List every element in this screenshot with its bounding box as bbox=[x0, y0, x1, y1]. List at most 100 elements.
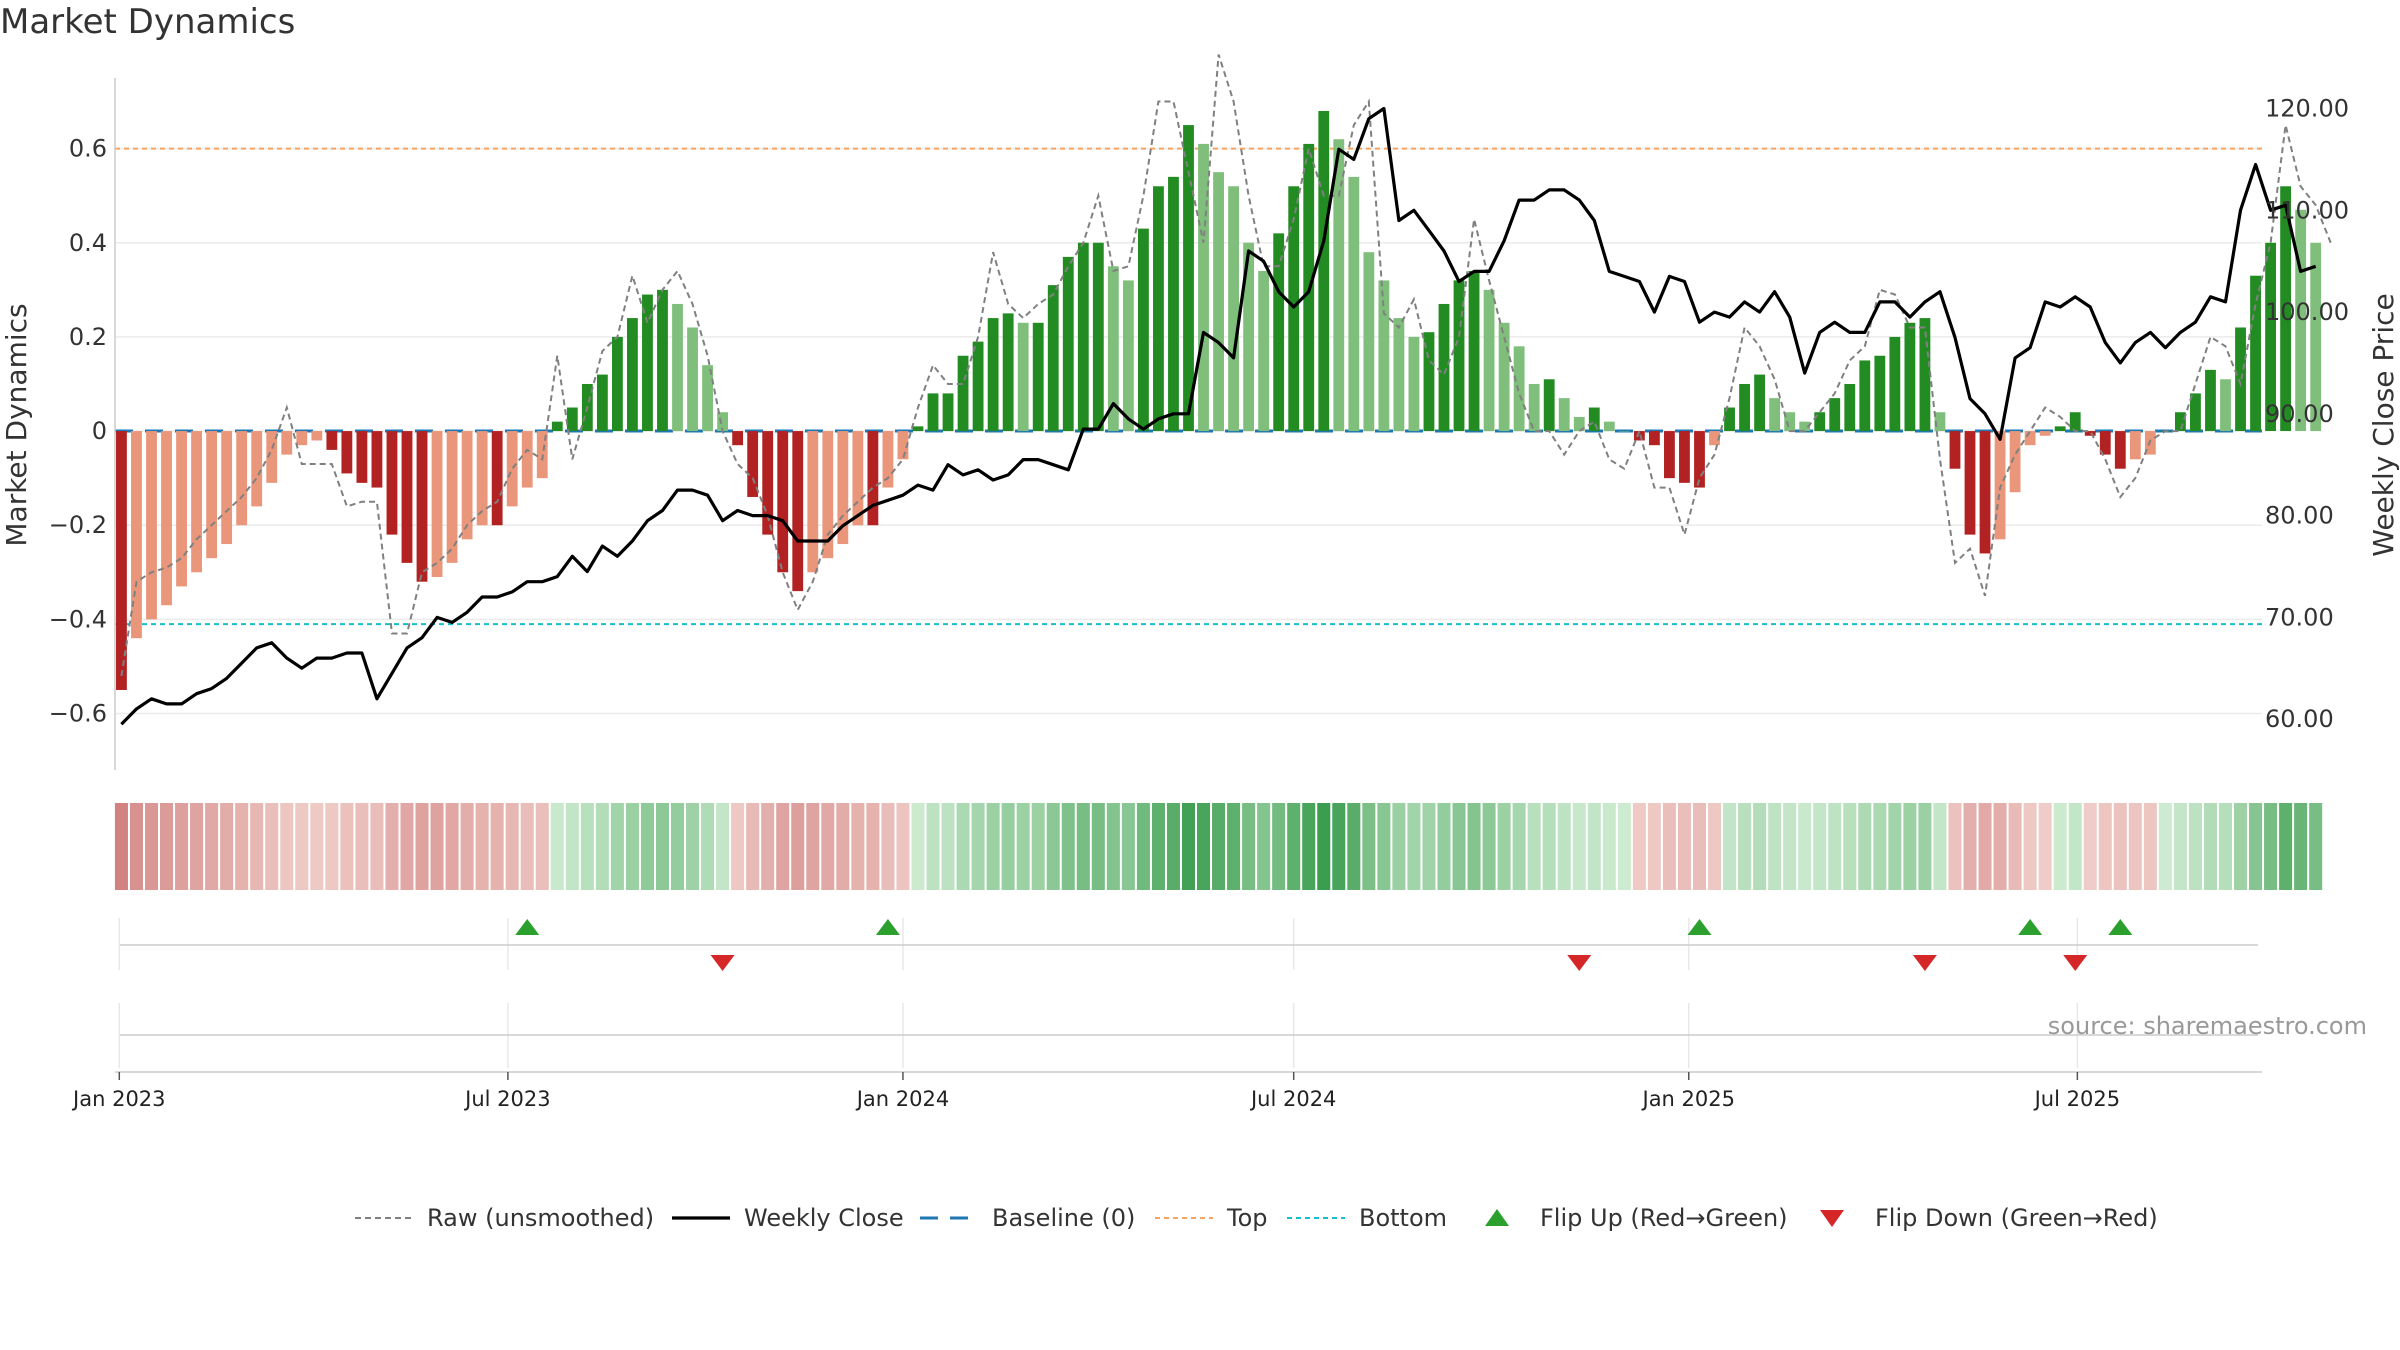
dynamics-bar bbox=[161, 431, 172, 606]
dynamics-bar bbox=[897, 431, 909, 460]
dynamics-bar bbox=[266, 431, 278, 483]
dynamics-bar bbox=[2114, 431, 2126, 469]
legend-swatch bbox=[1820, 1210, 1844, 1227]
heat-cell bbox=[610, 803, 624, 890]
dynamics-bar bbox=[386, 431, 398, 535]
dynamics-bar bbox=[1528, 383, 1540, 432]
dynamics-bar bbox=[2250, 275, 2261, 432]
heat-cell bbox=[580, 803, 594, 890]
legend-swatch bbox=[1485, 1209, 1509, 1226]
heat-cell bbox=[1497, 803, 1511, 890]
dynamics-bar bbox=[717, 412, 729, 432]
dynamics-bar bbox=[1138, 228, 1149, 432]
dynamics-bar bbox=[326, 431, 338, 450]
heat-cell bbox=[295, 803, 309, 890]
dynamics-bar bbox=[2235, 327, 2246, 432]
heat-cell bbox=[220, 803, 234, 890]
heat-cell bbox=[1888, 803, 1902, 890]
heat-cell bbox=[550, 803, 564, 890]
heat-cell bbox=[1287, 803, 1301, 890]
heat-cell bbox=[1587, 803, 1601, 890]
heat-cell bbox=[160, 803, 174, 890]
heat-cell bbox=[1527, 803, 1541, 890]
heat-cell bbox=[385, 803, 399, 890]
dynamics-bar bbox=[1829, 398, 1841, 432]
heat-cell bbox=[956, 803, 970, 890]
dynamics-bar bbox=[927, 393, 939, 432]
dynamics-bar bbox=[1423, 332, 1435, 432]
heat-cell bbox=[1317, 803, 1331, 890]
heat-cell bbox=[129, 803, 143, 890]
dynamics-bar bbox=[1183, 125, 1194, 432]
heat-cell bbox=[205, 803, 219, 890]
heat-cell bbox=[791, 803, 805, 890]
dynamics-bar bbox=[2084, 431, 2096, 436]
dynamics-bar bbox=[1694, 431, 1705, 488]
dynamics-bar bbox=[2069, 412, 2081, 432]
y2-tick-label: 100.00 bbox=[2265, 298, 2349, 326]
legend-label: Raw (unsmoothed) bbox=[427, 1204, 654, 1232]
dynamics-bar bbox=[416, 431, 428, 582]
dynamics-bar bbox=[2054, 426, 2066, 432]
heat-cell bbox=[1136, 803, 1150, 890]
heat-cell bbox=[175, 803, 189, 890]
dynamics-bar bbox=[596, 374, 608, 432]
dynamics-bar bbox=[1949, 431, 1961, 469]
heat-cell bbox=[1738, 803, 1752, 890]
heat-cell bbox=[2023, 803, 2037, 890]
heat-cell bbox=[670, 803, 685, 890]
dynamics-bar bbox=[777, 431, 789, 573]
heat-cell bbox=[851, 803, 865, 890]
legend-label: Baseline (0) bbox=[992, 1204, 1135, 1232]
heat-cell bbox=[1602, 803, 1616, 890]
legend-item: Flip Down (Green→Red) bbox=[1820, 1204, 2158, 1232]
heat-cell bbox=[896, 803, 910, 890]
heat-cell bbox=[1001, 803, 1015, 890]
legend-label: Flip Down (Green→Red) bbox=[1875, 1204, 2158, 1232]
heat-cell bbox=[400, 803, 414, 890]
dynamics-bar bbox=[792, 431, 804, 592]
heat-cell bbox=[325, 803, 339, 890]
heat-cell bbox=[1662, 803, 1676, 890]
heat-cell bbox=[1512, 803, 1526, 890]
dynamics-bar bbox=[191, 431, 202, 573]
dynamics-bar bbox=[1318, 110, 1330, 432]
heat-cell bbox=[1121, 803, 1135, 890]
heat-cell bbox=[2053, 803, 2067, 890]
dynamics-bar bbox=[1979, 431, 1991, 554]
dynamics-bar bbox=[1889, 336, 1901, 432]
flip-up-marker bbox=[515, 919, 540, 935]
heat-cell bbox=[1452, 803, 1466, 890]
heat-cell bbox=[2008, 803, 2022, 890]
heat-strip bbox=[114, 803, 2323, 890]
heat-cell bbox=[1993, 803, 2007, 890]
dynamics-bar bbox=[852, 431, 864, 526]
heat-cell bbox=[1166, 803, 1180, 890]
dynamics-bar bbox=[942, 393, 954, 432]
legend-item: Raw (unsmoothed) bbox=[355, 1204, 654, 1232]
heat-cell bbox=[490, 803, 504, 890]
dynamics-bar bbox=[822, 431, 834, 559]
legend-item: Top bbox=[1155, 1204, 1268, 1232]
dynamics-bar bbox=[1964, 431, 1976, 535]
heat-cell bbox=[1437, 803, 1451, 890]
dynamics-bar bbox=[236, 431, 248, 526]
dynamics-bar bbox=[251, 431, 263, 507]
heat-cell bbox=[1858, 803, 1872, 890]
legend-item: Baseline (0) bbox=[920, 1204, 1135, 1232]
dynamics-bar bbox=[1363, 252, 1375, 432]
heat-cell bbox=[655, 803, 669, 890]
heat-cell bbox=[941, 803, 955, 890]
heat-cell bbox=[1948, 803, 1962, 890]
dynamics-bar bbox=[1934, 412, 1946, 432]
heat-cell bbox=[2143, 803, 2157, 890]
heat-cell bbox=[686, 803, 700, 890]
heat-cell bbox=[1873, 803, 1887, 890]
heat-cell bbox=[2279, 803, 2293, 890]
heat-cell bbox=[310, 803, 324, 890]
y-axis-label: Market Dynamics bbox=[0, 303, 33, 546]
dynamics-bar bbox=[1919, 318, 1931, 432]
heat-cell bbox=[505, 803, 519, 890]
heat-cell bbox=[430, 803, 444, 890]
